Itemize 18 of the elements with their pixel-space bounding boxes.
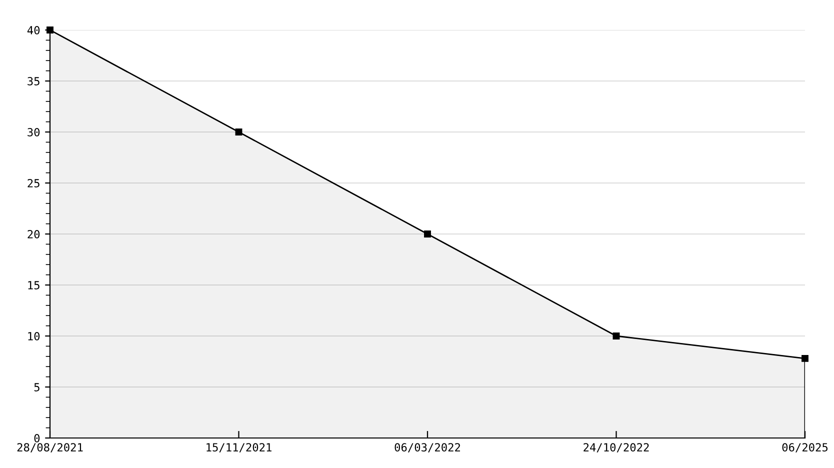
point: [612, 332, 620, 340]
y-tick-label: 20: [28, 230, 40, 238]
x-tick-label: 06/03/2022: [394, 443, 460, 452]
y-tick-label: 10: [28, 332, 40, 340]
y-tick-label: 30: [28, 128, 40, 136]
y-tick-label: 5: [34, 383, 40, 392]
y-tick-label: 15: [28, 281, 40, 290]
y-tick-label: 35: [28, 77, 40, 86]
y-tick-label: 40: [27, 26, 40, 34]
y-tick-label: 25: [28, 179, 40, 188]
point: [802, 354, 808, 362]
y-tick-label: 0: [34, 434, 40, 442]
x-tick-label: 06/2025: [782, 443, 828, 452]
x-tick-label: 24/10/2022: [584, 443, 649, 452]
x-tick-label: 15/11/2021: [206, 443, 272, 452]
x-tick-label: 28/08/2021: [17, 443, 83, 452]
point: [424, 230, 431, 238]
point: [235, 128, 242, 136]
